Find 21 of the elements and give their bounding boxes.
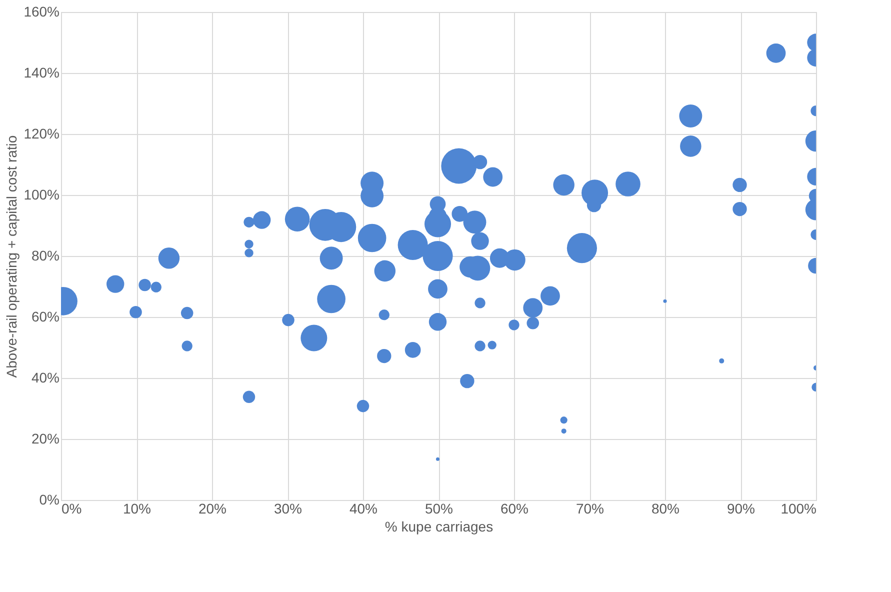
y-tick-label: 80% [31,248,60,264]
x-tick-label: 30% [274,500,302,516]
x-tick-label: 80% [651,500,680,516]
y-tick-label: 120% [24,126,60,142]
x-tick-label: 90% [726,500,756,516]
x-tick-label: 20% [198,500,227,516]
x-axis-title: % kupe carriages [384,518,494,534]
y-tick-label: 20% [31,430,60,446]
x-tick-label: 70% [576,500,604,516]
y-tick-label: 140% [24,64,60,80]
x-tick-label: 40% [349,500,378,516]
y-tick-label: 100% [24,186,60,202]
x-tick-label: 60% [500,500,529,516]
x-tick-label: 50% [424,500,454,516]
x-tick-label: 100% [780,500,816,516]
y-tick-label: 160% [24,4,60,20]
x-tick-label: 10% [122,500,152,516]
x-tick-label: 0% [62,500,82,516]
y-axis-title: Above-rail operating + capital cost ratio [4,135,20,378]
y-tick-label: 60% [31,308,60,324]
y-tick-label: 40% [31,370,60,386]
